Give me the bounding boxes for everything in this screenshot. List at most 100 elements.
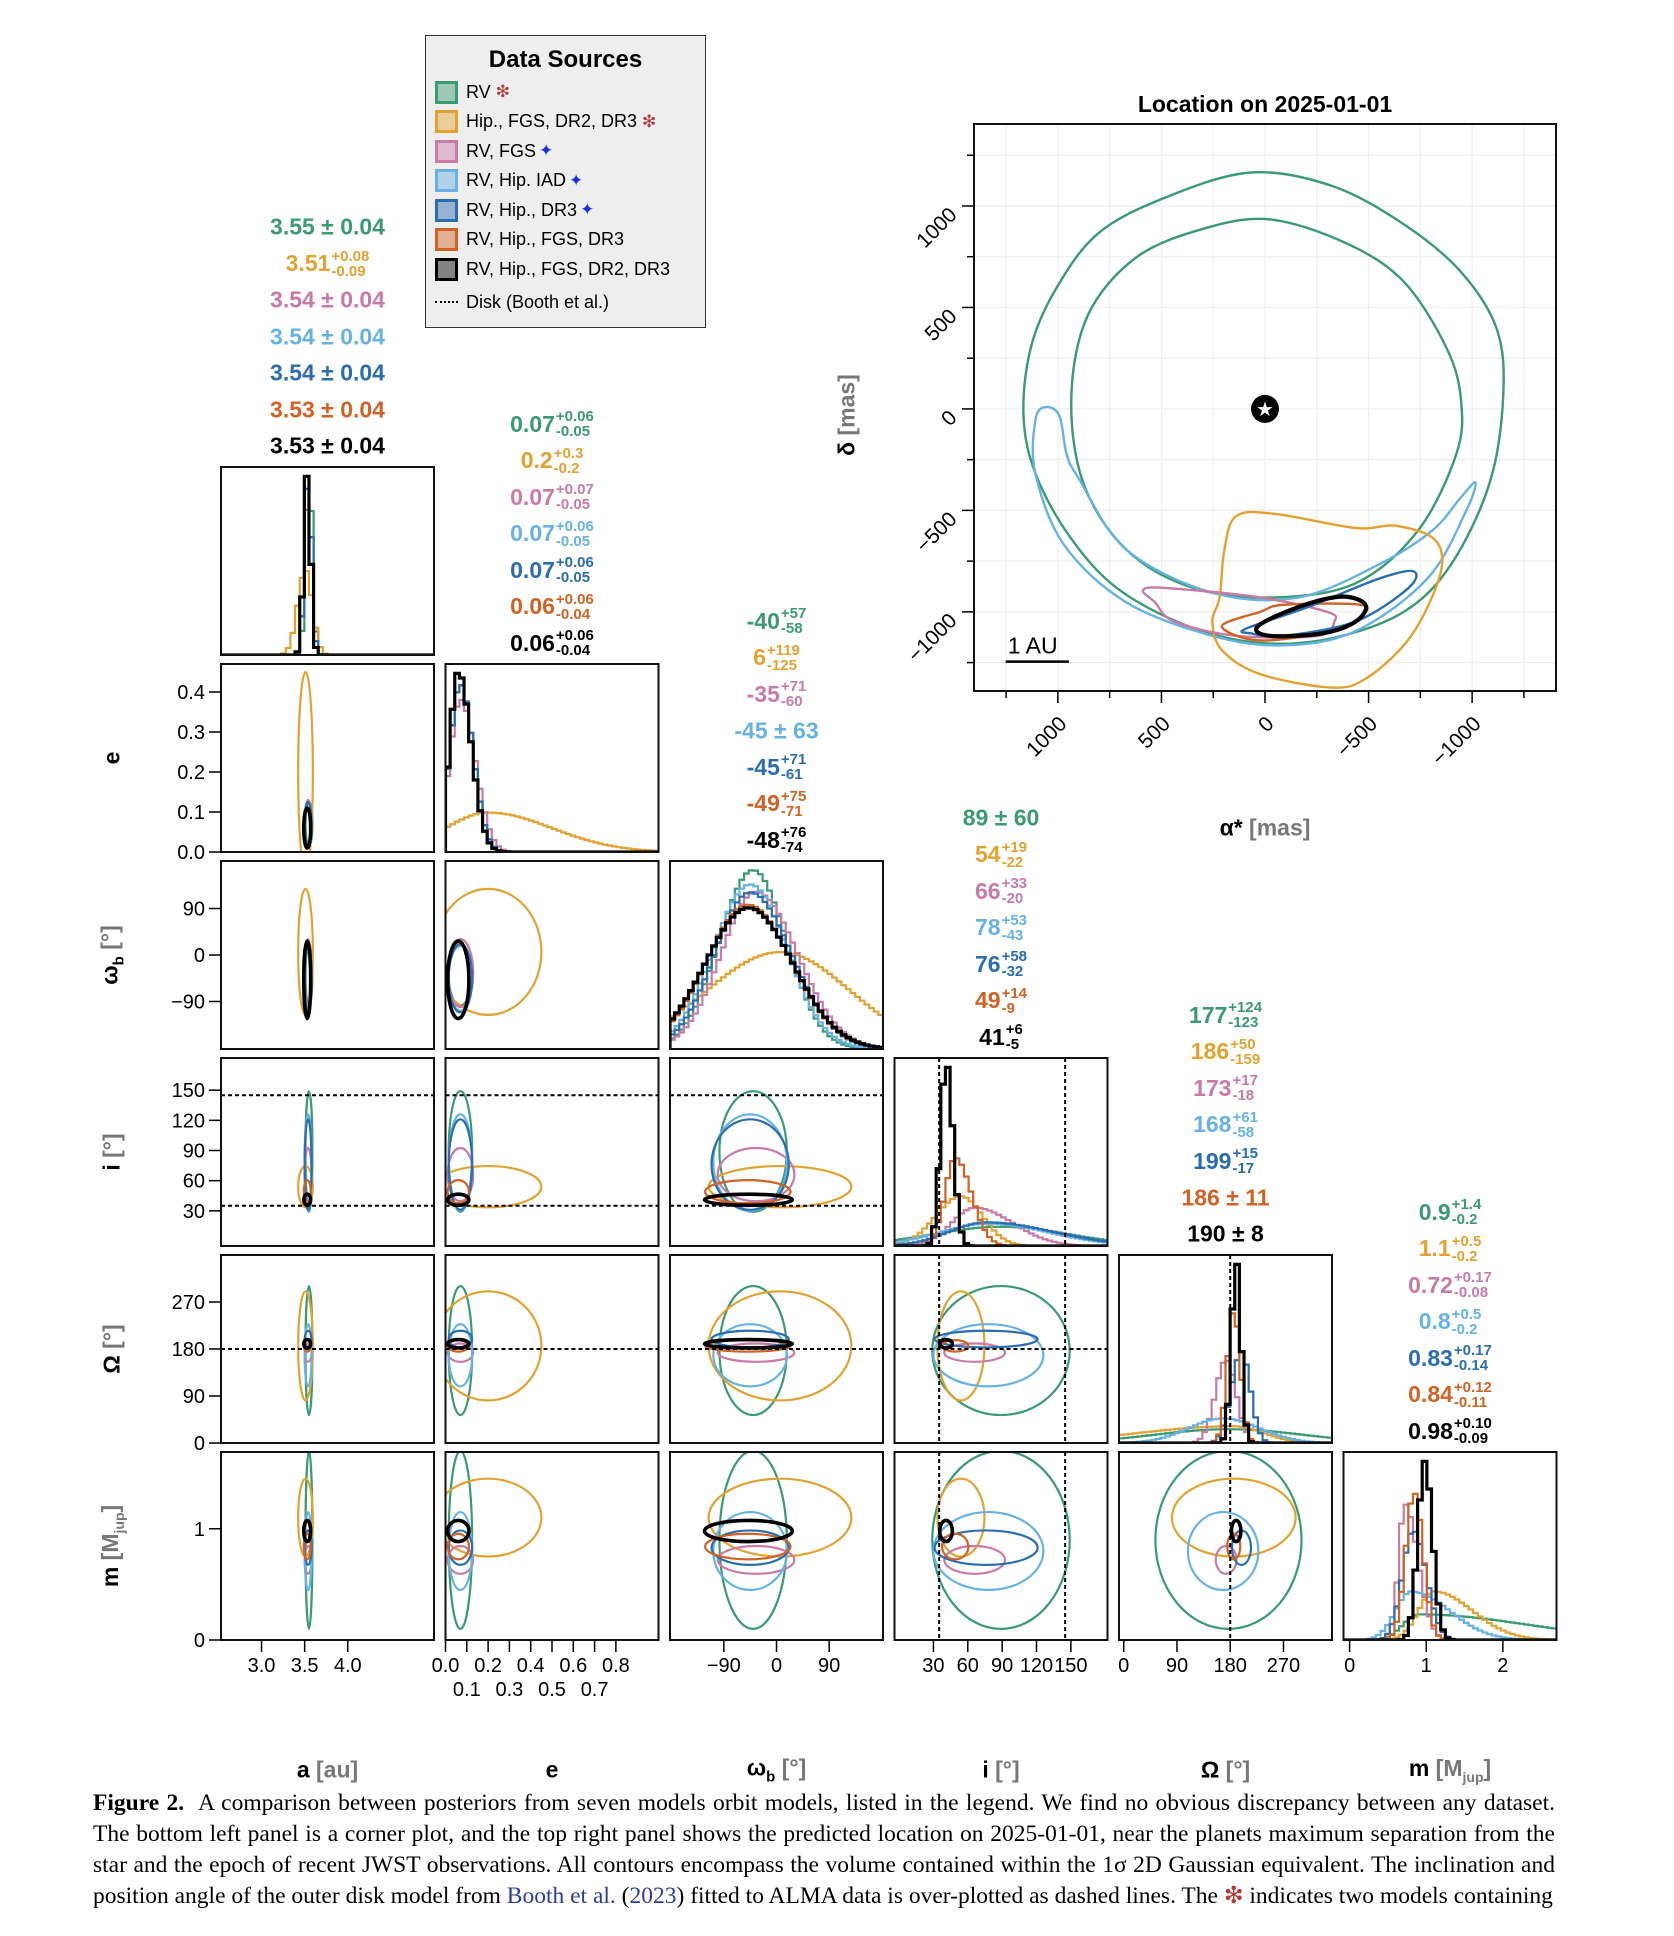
histogram-step-e <box>445 811 659 852</box>
stat-error-stack: +57 -58 <box>781 606 806 636</box>
caption-text: ( <box>615 1883 630 1909</box>
orbit-contour <box>1022 170 1505 645</box>
caption-text: A comparison between posteriors from sev… <box>93 1790 1556 1909</box>
stat-error-plus: +0.5 <box>1451 1232 1482 1250</box>
stat-label-i: 76 +58 -32 <box>975 949 1027 979</box>
stat-label-m: 0.84 +0.12 -0.11 <box>1408 1380 1492 1410</box>
contour-a-i <box>302 1179 312 1205</box>
axis-label-w: ωb [°] <box>97 925 128 985</box>
panel-frame <box>669 860 884 1050</box>
stat-error-stack: +0.3 -0.2 <box>554 446 584 476</box>
stat-error-plus: +0.06 <box>555 554 594 571</box>
x-tick-label: 120 <box>1020 1655 1053 1677</box>
y-tick-label: 150 <box>172 1080 205 1102</box>
contour-panel-a-w <box>297 887 314 1021</box>
y-tick-label: 0 <box>194 1630 205 1652</box>
citation-link[interactable]: Booth et al. <box>506 1883 616 1909</box>
x-tick-label: −1000 <box>1428 712 1486 770</box>
histogram-step-i <box>894 1157 1108 1246</box>
contour-e-w <box>445 887 543 1016</box>
stat-label-i: 89 ± 60 <box>963 805 1040 832</box>
contour-e-O <box>445 1337 471 1350</box>
x-tick-label: 270 <box>1267 1655 1300 1677</box>
stat-value: 0.06 <box>510 629 555 656</box>
legend-label: RV, Hip., FGS, DR2, DR3 <box>466 258 671 279</box>
axis-symbol: i <box>982 1756 989 1783</box>
contour-panel-e-w <box>445 887 543 1021</box>
stat-label-a: 3.53 ± 0.04 <box>270 433 385 460</box>
stat-error-minus: -0.2 <box>1451 1247 1478 1265</box>
axis-label-a: a [au] <box>297 1757 358 1784</box>
stat-error-stack: +1.4 -0.2 <box>1452 1197 1482 1227</box>
stat-error-minus: -0.09 <box>331 262 366 280</box>
stat-label-m: 1.1 +0.5 -0.2 <box>1419 1234 1482 1264</box>
histogram-step-a <box>221 569 434 655</box>
stat-value: 3.51 <box>285 250 331 276</box>
stat-error-minus: -0.05 <box>555 423 591 440</box>
contour-w-i <box>704 1179 792 1205</box>
stat-label-w: -40 +57 -58 <box>747 606 807 636</box>
stat-error-stack: +0.10 -0.09 <box>1454 1416 1492 1446</box>
panel-frame <box>220 466 435 656</box>
stat-label-e: 0.07 +0.06 -0.05 <box>510 555 594 585</box>
axis-label-w: ωb [°] <box>747 1755 807 1786</box>
contour-panel-e-O <box>445 1284 543 1417</box>
stat-value: 41 <box>979 1023 1005 1050</box>
y-tick-label: −90 <box>171 991 205 1013</box>
axis-symbol: Ω <box>1200 1756 1220 1783</box>
x-tick-label: 0.1 <box>453 1679 481 1701</box>
stat-label-w: -48 +76 -74 <box>747 825 807 855</box>
stat-error-stack: +58 -32 <box>1002 949 1027 979</box>
contour-w-i <box>716 1146 796 1203</box>
x-tick-label: 0.6 <box>559 1655 587 1677</box>
stat-label-m: 0.9 +1.4 -0.2 <box>1419 1197 1482 1227</box>
contour-i-O <box>937 1337 955 1350</box>
stat-error: ± 0.04 <box>314 359 385 386</box>
contour-i-m <box>931 1452 1071 1630</box>
legend-label: RV, Hip., FGS, DR3 <box>466 229 625 249</box>
stat-value: 0.07 <box>510 483 555 510</box>
contour-w-m <box>704 1532 792 1561</box>
histogram-step-w <box>670 951 883 1049</box>
contour-e-w <box>445 939 471 1021</box>
y-tick-label: 1000 <box>912 203 961 252</box>
scale-bar-label: 1 AU <box>1008 633 1058 659</box>
asterisk-icon: ❇ <box>495 82 510 101</box>
legend-item: RV, Hip., FGS, DR2, DR3 <box>435 257 670 281</box>
stat-error-minus: -32 <box>1001 963 1024 980</box>
citation-year-link[interactable]: 2023 <box>629 1883 677 1909</box>
axis-label-O: Ω [°] <box>1201 1757 1250 1784</box>
y-tick-label: 30 <box>183 1201 205 1223</box>
panel-frame <box>444 663 660 853</box>
orbit-title: Location on 2025-01-01 <box>1138 91 1393 117</box>
legend-label: RV, FGS <box>466 140 537 161</box>
stat-error-plus: +53 <box>1001 911 1028 929</box>
axis-unit: [mas] <box>833 374 860 442</box>
contour-O-m <box>1226 1532 1242 1561</box>
legend-label: Disk (Booth et al.) <box>466 291 610 312</box>
stat-error-minus: -0.2 <box>1451 1320 1478 1338</box>
stat-error-minus: -74 <box>780 839 803 856</box>
stat-value: 3.54 <box>270 286 315 313</box>
stat-error-stack: +0.08 -0.09 <box>331 249 369 279</box>
figure-canvas: 0.00.10.20.30.4−900903060901201500901802… <box>171 91 1558 1701</box>
histogram-panel-w <box>670 869 883 1049</box>
axis-symbol: m <box>1408 1755 1430 1782</box>
stat-error-stack: +0.06 -0.04 <box>556 592 594 622</box>
caption-label: Figure 2. <box>93 1790 185 1816</box>
contour-a-w <box>301 939 313 1021</box>
stat-error-minus: -0.14 <box>1453 1357 1489 1374</box>
stat-label-i: 49 +14 -9 <box>975 986 1027 1016</box>
legend: Data Sources RV ❇ Hip., FGS, DR2, DR3 ❇ RV, … <box>425 35 706 328</box>
histogram-step-a <box>221 487 434 655</box>
contour-w-m <box>702 1518 795 1544</box>
axis-symbol: i <box>98 1164 125 1171</box>
x-tick-label: 180 <box>1214 1655 1247 1677</box>
panel-frame <box>893 1451 1109 1641</box>
stat-error-minus: -0.08 <box>1453 1284 1489 1301</box>
panel-frame <box>220 1451 435 1641</box>
y-tick-label: 90 <box>183 1140 205 1162</box>
y-tick-label: 0 <box>937 406 962 431</box>
stat-error-minus: -123 <box>1228 1014 1259 1031</box>
x-tick-label: 60 <box>957 1655 979 1677</box>
